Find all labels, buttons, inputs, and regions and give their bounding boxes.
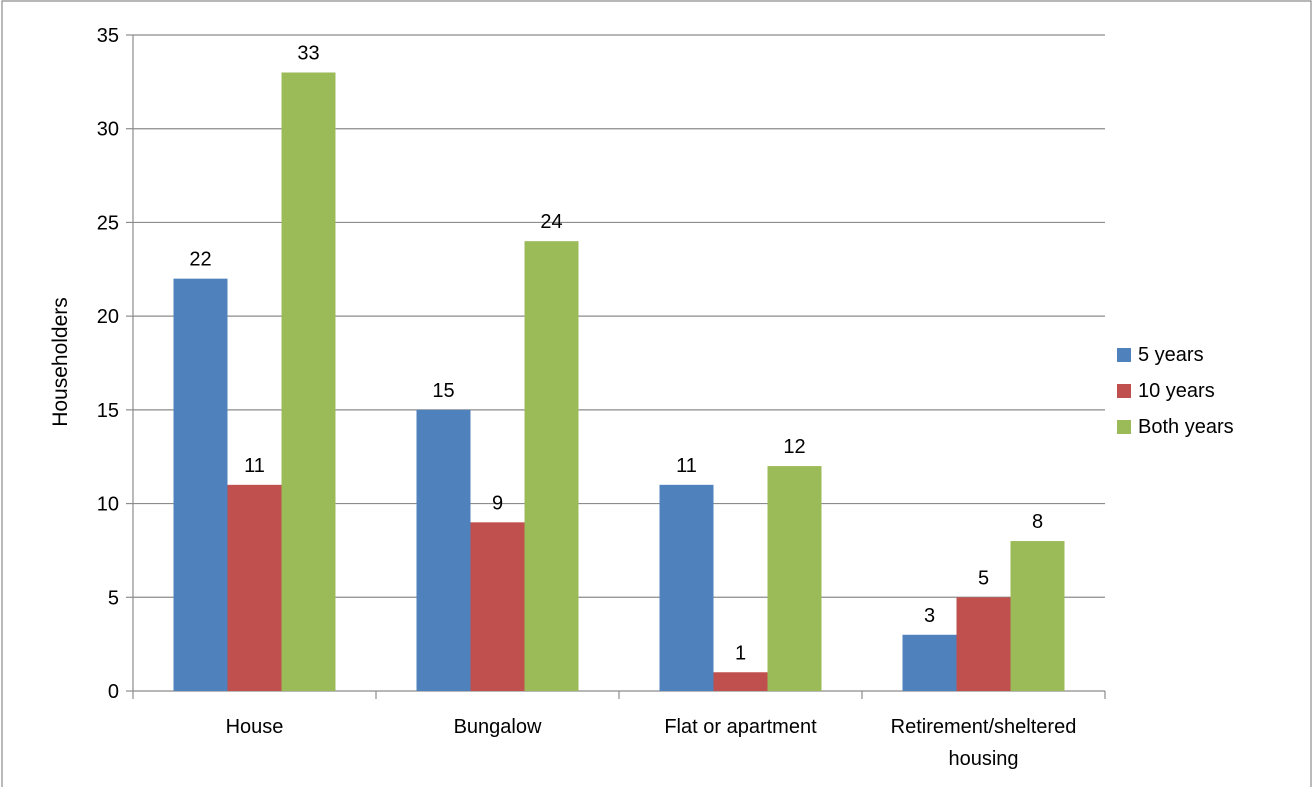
legend-label-5-years: 5 years <box>1138 343 1204 366</box>
bar-flat-or-apartment-both-years <box>767 466 822 691</box>
bar-bungalow-10-years <box>470 522 525 691</box>
y-tick-label-5: 5 <box>108 587 119 609</box>
bar-house-both-years <box>281 72 336 691</box>
data-label-retirement-sheltered-housing-5-years: 3 <box>924 605 935 627</box>
y-tick-label-20: 20 <box>97 306 119 328</box>
data-label-bungalow-both-years: 24 <box>540 211 562 233</box>
legend-swatch-both-years <box>1117 420 1131 434</box>
bar-retirement-sheltered-housing-both-years <box>1010 541 1065 691</box>
legend-label-both-years: Both years <box>1138 415 1234 438</box>
legend-swatch-10-years <box>1117 384 1131 398</box>
bar-house-10-years <box>227 484 282 691</box>
data-label-house-both-years: 33 <box>297 42 319 64</box>
legend: 5 years 10 years Both years <box>1117 337 1234 445</box>
bars <box>173 72 1065 691</box>
y-tick-label-25: 25 <box>97 212 119 234</box>
bar-bungalow-both-years <box>524 241 579 691</box>
x-tick-label-retirement-sheltered-housing: Retirement/sheltered housing <box>891 716 1077 770</box>
bar-flat-or-apartment-10-years <box>713 672 768 691</box>
legend-label-10-years: 10 years <box>1138 379 1215 402</box>
data-label-flat-or-apartment-5-years: 11 <box>676 455 697 477</box>
bar-flat-or-apartment-5-years <box>659 484 714 691</box>
data-label-house-10-years: 11 <box>244 455 265 477</box>
y-tick-label-15: 15 <box>97 400 119 422</box>
data-label-retirement-sheltered-housing-both-years: 8 <box>1032 511 1043 533</box>
data-label-bungalow-5-years: 15 <box>432 380 454 402</box>
x-tick-label-flat-or-apartment: Flat or apartment <box>664 716 817 738</box>
data-label-house-5-years: 22 <box>189 249 211 271</box>
legend-item-both-years: Both years <box>1117 409 1234 445</box>
data-label-bungalow-10-years: 9 <box>492 492 503 514</box>
y-tick-label-30: 30 <box>97 119 119 141</box>
bar-bungalow-5-years <box>416 409 471 691</box>
bar-retirement-sheltered-housing-5-years <box>902 634 957 691</box>
x-tick-label-bungalow: Bungalow <box>454 716 542 738</box>
legend-swatch-5-years <box>1117 348 1131 362</box>
y-tick-label-0: 0 <box>108 681 119 703</box>
data-label-flat-or-apartment-10-years: 1 <box>735 642 746 664</box>
data-label-retirement-sheltered-housing-10-years: 5 <box>978 567 989 589</box>
legend-item-5-years: 5 years <box>1117 337 1234 373</box>
data-label-flat-or-apartment-both-years: 12 <box>783 436 805 458</box>
y-tick-label-10: 10 <box>97 494 119 516</box>
legend-item-10-years: 10 years <box>1117 373 1234 409</box>
bar-house-5-years <box>173 278 228 691</box>
bar-retirement-sheltered-housing-10-years <box>956 597 1011 691</box>
y-tick-label-35: 35 <box>97 25 119 47</box>
x-tick-label-house: House <box>226 716 284 738</box>
y-axis-title: Householders <box>49 297 72 427</box>
